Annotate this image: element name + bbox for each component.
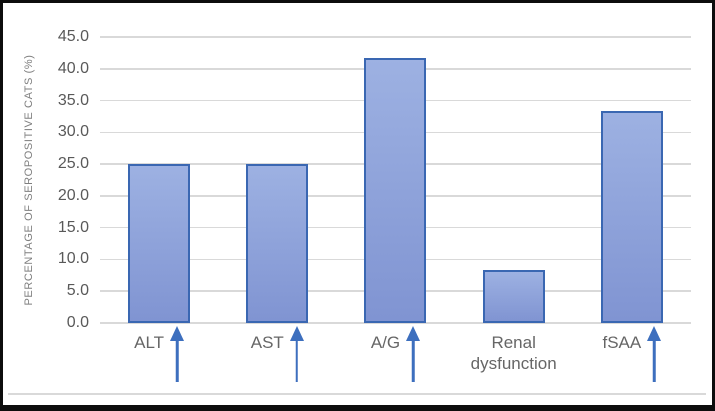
bar-cell [455, 37, 573, 323]
bar-cell [100, 37, 218, 323]
x-category-label: ALT [134, 333, 165, 352]
y-tick-label: 15.0 [57, 218, 89, 236]
x-category-label: Renal dysfunction [470, 333, 557, 373]
x-category-cell: Renal dysfunction [455, 332, 573, 374]
y-tick-label: 20.0 [57, 186, 89, 204]
y-tick-label: 25.0 [57, 155, 89, 173]
y-tick-label: 30.0 [57, 123, 89, 141]
up-arrow-head [289, 326, 304, 341]
gridline [100, 36, 691, 38]
y-tick-label: 40.0 [57, 59, 89, 77]
bottom-divider-line [8, 393, 706, 395]
x-category-cell: fSAA [573, 326, 691, 382]
bar [482, 270, 545, 323]
gridline [100, 322, 691, 324]
bar [600, 111, 663, 323]
up-arrow-stem [652, 339, 656, 382]
bar-cell [218, 37, 336, 323]
bar [364, 57, 427, 323]
y-tick-label: 45.0 [57, 28, 89, 45]
y-axis-ticks: 45.0 40.0 35.0 30.0 25.0 20.0 15.0 10.0 5.0 0.0 [3, 3, 712, 405]
x-category-cell: A/G [336, 326, 454, 382]
y-tick-label: 10.0 [57, 250, 89, 268]
up-arrow-stem [295, 339, 299, 382]
up-arrow-head [406, 326, 421, 341]
bar-cell [573, 37, 691, 323]
bars-layer [100, 37, 691, 323]
bar [246, 164, 309, 323]
up-arrow-icon [647, 326, 662, 382]
bar-cell [336, 37, 454, 323]
x-category-label: fSAA [602, 333, 642, 352]
up-arrow-head [647, 326, 662, 341]
up-arrow-icon [170, 326, 185, 382]
up-arrow-stem [175, 339, 179, 382]
x-category-cell: AST [218, 326, 336, 382]
x-category-label: A/G [370, 333, 401, 352]
up-arrow-stem [411, 339, 415, 382]
y-tick-label: 5.0 [66, 282, 89, 300]
x-category-label: AST [250, 333, 284, 352]
plot-area [100, 36, 691, 324]
up-arrow-icon [289, 326, 304, 382]
y-tick-label: 0.0 [66, 314, 89, 331]
y-tick-label: 35.0 [57, 91, 89, 109]
bar [128, 164, 191, 323]
up-arrow-icon [406, 326, 421, 382]
x-category-cell: ALT [100, 326, 218, 382]
x-axis-labels: ALT AST A/G Renal dysfunction fSAA [100, 326, 691, 382]
up-arrow-head [170, 326, 185, 341]
